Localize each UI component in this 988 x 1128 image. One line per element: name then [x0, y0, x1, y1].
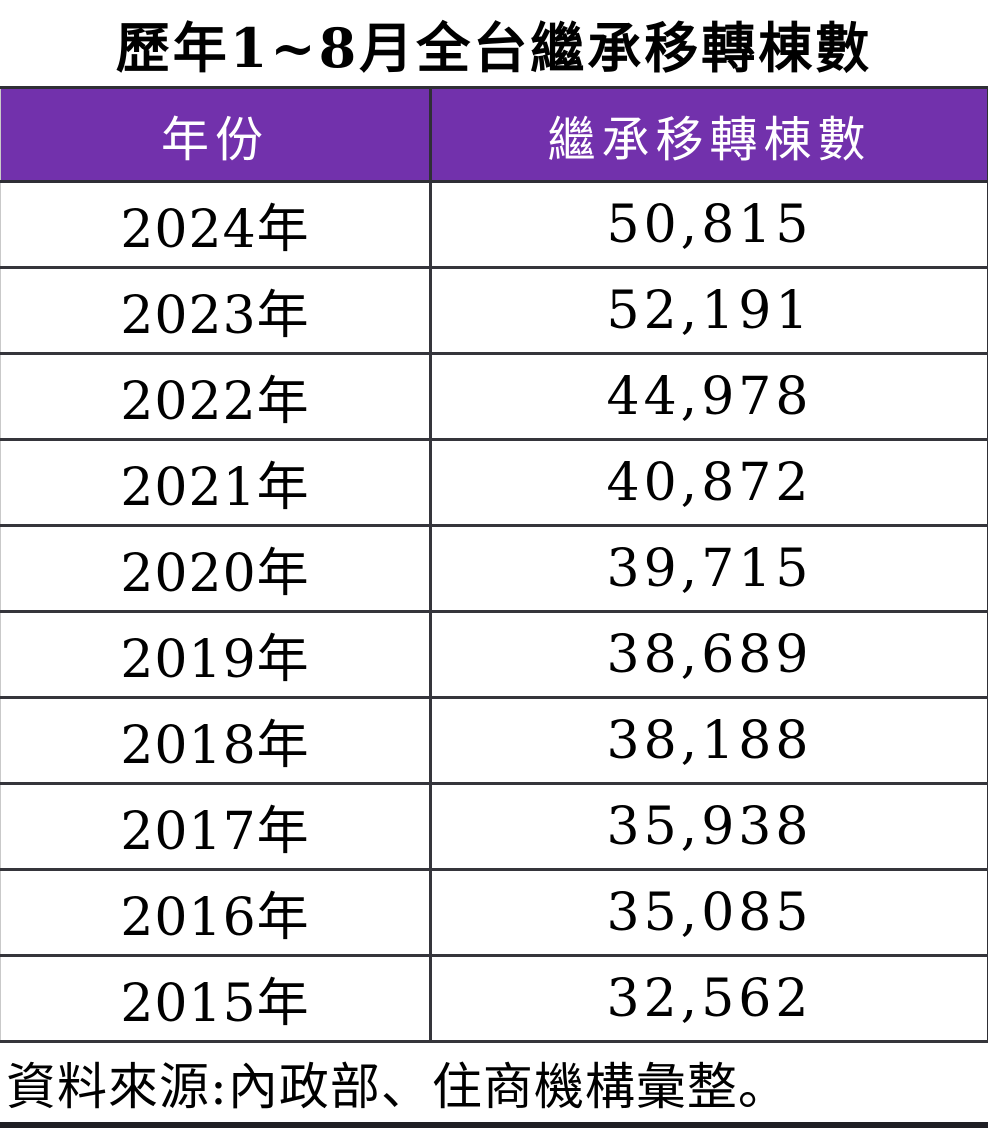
table-body: 2024年 50,815 2023年 52,191 2022年 44,978 2…	[1, 182, 988, 1042]
count-cell: 35,938	[431, 784, 988, 870]
count-cell: 50,815	[431, 182, 988, 268]
year-cell: 2020年	[1, 526, 431, 612]
page-title: 歷年1~8月全台繼承移轉棟數	[0, 0, 988, 86]
year-cell: 2017年	[1, 784, 431, 870]
year-cell: 2018年	[1, 698, 431, 784]
table-row: 2020年 39,715	[1, 526, 988, 612]
year-cell: 2021年	[1, 440, 431, 526]
table-row: 2016年 35,085	[1, 870, 988, 956]
year-cell: 2015年	[1, 956, 431, 1042]
count-cell: 39,715	[431, 526, 988, 612]
count-cell: 44,978	[431, 354, 988, 440]
count-cell: 38,188	[431, 698, 988, 784]
table-row: 2023年 52,191	[1, 268, 988, 354]
table-row: 2021年 40,872	[1, 440, 988, 526]
table-row: 2024年 50,815	[1, 182, 988, 268]
column-header-count: 繼承移轉棟數	[431, 88, 988, 182]
header-row: 年份 繼承移轉棟數	[1, 88, 988, 182]
column-header-year: 年份	[1, 88, 431, 182]
count-cell: 52,191	[431, 268, 988, 354]
count-cell: 32,562	[431, 956, 988, 1042]
table-row: 2019年 38,689	[1, 612, 988, 698]
table-row: 2017年 35,938	[1, 784, 988, 870]
table-row: 2018年 38,188	[1, 698, 988, 784]
year-cell: 2024年	[1, 182, 431, 268]
table-row: 2015年 32,562	[1, 956, 988, 1042]
year-cell: 2016年	[1, 870, 431, 956]
year-cell: 2022年	[1, 354, 431, 440]
count-cell: 35,085	[431, 870, 988, 956]
count-cell: 38,689	[431, 612, 988, 698]
table-row: 2022年 44,978	[1, 354, 988, 440]
data-table: 年份 繼承移轉棟數 2024年 50,815 2023年 52,191 2022…	[0, 86, 988, 1043]
year-cell: 2023年	[1, 268, 431, 354]
year-cell: 2019年	[1, 612, 431, 698]
source-note: 資料來源:內政部、住商機構彙整。	[0, 1043, 988, 1128]
count-cell: 40,872	[431, 440, 988, 526]
